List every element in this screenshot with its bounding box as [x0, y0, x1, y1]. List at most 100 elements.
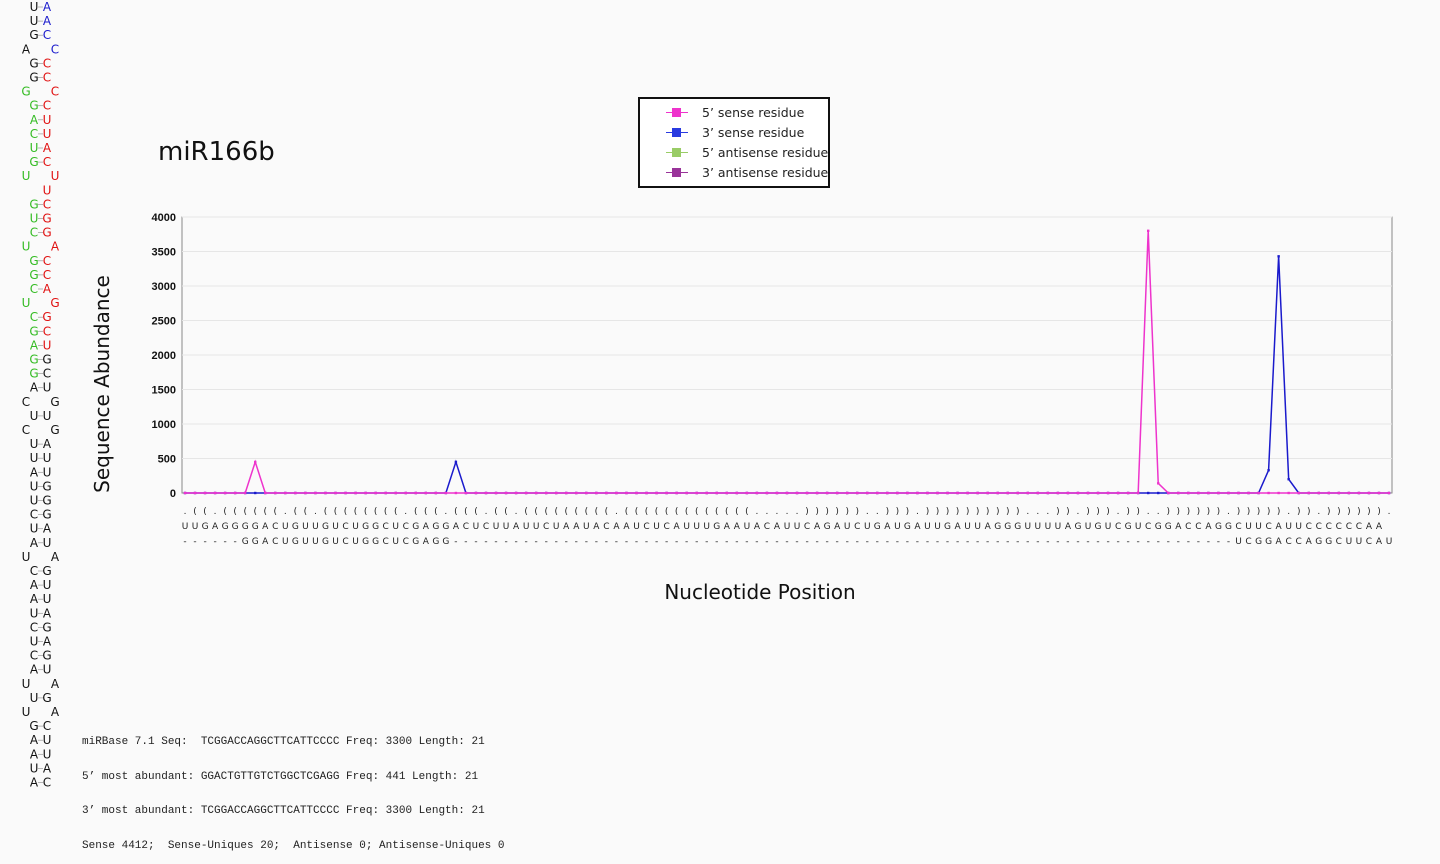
sequence-row-char: G [994, 522, 1001, 532]
hairpin-base: U [30, 635, 39, 649]
sequence-row-char: C [463, 522, 469, 532]
hairpin-base: A [43, 606, 52, 620]
structure-row-char: ) [996, 507, 1000, 517]
hairpin-base: C [43, 155, 51, 169]
mature-row-char: U [1235, 537, 1242, 547]
sequence-row-char: U [794, 522, 801, 532]
sequence-row-char: U [473, 522, 480, 532]
structure-row-char: ) [1066, 507, 1070, 517]
mature-row-char: - [514, 537, 517, 547]
series-5-sense-point [1177, 491, 1180, 495]
sequence-row-char: U [1055, 522, 1062, 532]
sequence-row-char: A [724, 522, 731, 532]
structure-row-char: ( [304, 507, 308, 517]
hairpin-base: U [22, 296, 31, 310]
hairpin-base: G [50, 395, 59, 409]
y-tick-label: 1000 [152, 419, 176, 431]
sequence-row-char: A [954, 522, 961, 532]
hairpin-base: C [43, 324, 51, 338]
series-5-sense-point [1136, 491, 1140, 495]
sequence-row-char: G [1004, 522, 1011, 532]
structure-row-char: . [1227, 507, 1230, 517]
hairpin-base: C [30, 564, 38, 578]
hairpin-base: C [43, 719, 51, 733]
mature-row-char: - [454, 537, 457, 547]
series-5-sense-point [1046, 491, 1050, 495]
hairpin-base: U [30, 212, 39, 226]
sequence-row-char: G [412, 522, 419, 532]
sequence-row-char: C [1336, 522, 1342, 532]
series-5-sense-point [745, 491, 749, 495]
hairpin-base: U [43, 451, 52, 465]
hairpin-base: A [30, 776, 39, 790]
series-5-sense-point [765, 491, 769, 495]
summary-line-3-abundant: 3’ most abundant: TCGGACCAGGCTTCATTCCCC … [82, 805, 485, 817]
mature-row-char: - [826, 537, 829, 547]
mature-row-char: - [1066, 537, 1069, 547]
series-5-sense-point [926, 491, 929, 495]
series-5-sense-point [203, 491, 207, 495]
structure-row-char: ( [534, 507, 538, 517]
series-5-sense-point [976, 491, 979, 495]
structure-row-char: ) [1197, 507, 1201, 517]
mature-row-char: - [224, 537, 227, 547]
mature-row-char: C [1336, 537, 1342, 547]
structure-row-char: ( [414, 507, 418, 517]
series-5-sense-point [233, 491, 237, 495]
mature-row-char: - [886, 537, 889, 547]
abundance-chart: 0 500 1000 1500 2000 2500 3000 3500 4000. ((. ((((… [152, 212, 1393, 547]
sequence-row-char: A [1376, 522, 1383, 532]
series-5-sense-point [805, 491, 809, 495]
sequence-row-char: A [262, 522, 269, 532]
mature-row-char: - [1207, 537, 1210, 547]
series-3-sense-point [254, 491, 257, 495]
hairpin-base: U [30, 409, 39, 423]
sequence-row-char: A [212, 522, 219, 532]
mature-row-char: - [1147, 537, 1150, 547]
structure-row-char: . [776, 507, 779, 517]
series-5-sense-point [1247, 491, 1250, 495]
series-5-sense-point [1327, 491, 1330, 495]
mature-row-char: - [755, 537, 758, 547]
sequence-row-char: U [1255, 522, 1262, 532]
hairpin-base: C [30, 310, 38, 324]
hairpin-base: A [43, 282, 52, 296]
y-axis-label: Sequence Abundance [90, 275, 114, 493]
mature-row-char: - [675, 537, 678, 547]
series-5-sense-point [605, 491, 608, 495]
sequence-row-char: A [1366, 522, 1373, 532]
mature-row-char: - [1026, 537, 1029, 547]
mature-row-char: C [1366, 537, 1372, 547]
series-5-sense-point [364, 491, 367, 495]
series-5-sense-point [344, 491, 347, 495]
structure-row-char: ) [1357, 507, 1361, 517]
series-5-sense-point [324, 491, 327, 495]
hairpin-base: C [43, 197, 51, 211]
mature-row-char: G [1315, 537, 1322, 547]
hairpin-base: U [22, 550, 31, 564]
hairpin-base: G [29, 367, 38, 381]
hairpin-base: A [43, 635, 52, 649]
mature-row-char: - [1076, 537, 1079, 547]
mature-row-char: U [392, 537, 399, 547]
structure-row-char: ) [835, 507, 839, 517]
hairpin-base: C [30, 508, 38, 522]
mature-row-char: - [1006, 537, 1009, 547]
sequence-row-char: A [985, 522, 992, 532]
series-5-sense-point [374, 491, 377, 495]
mature-row-char: C [1296, 537, 1302, 547]
hairpin-base: U [22, 240, 31, 254]
structure-row-char: ) [1367, 507, 1371, 517]
series-5-sense-point [575, 491, 578, 495]
structure-row-char: ) [1016, 507, 1020, 517]
series-5-sense-point [1337, 491, 1341, 495]
series-5-sense-point [1086, 491, 1090, 495]
hairpin-base: U [43, 592, 52, 606]
structure-row-char: ( [474, 507, 478, 517]
series-5-sense-point [534, 491, 538, 495]
series-5-sense-point [595, 491, 598, 495]
series-5-sense-point [494, 491, 498, 495]
structure-row-char: ( [735, 507, 739, 517]
sequence-row-char: A [563, 522, 570, 532]
y-tick-label: 2000 [152, 350, 176, 362]
